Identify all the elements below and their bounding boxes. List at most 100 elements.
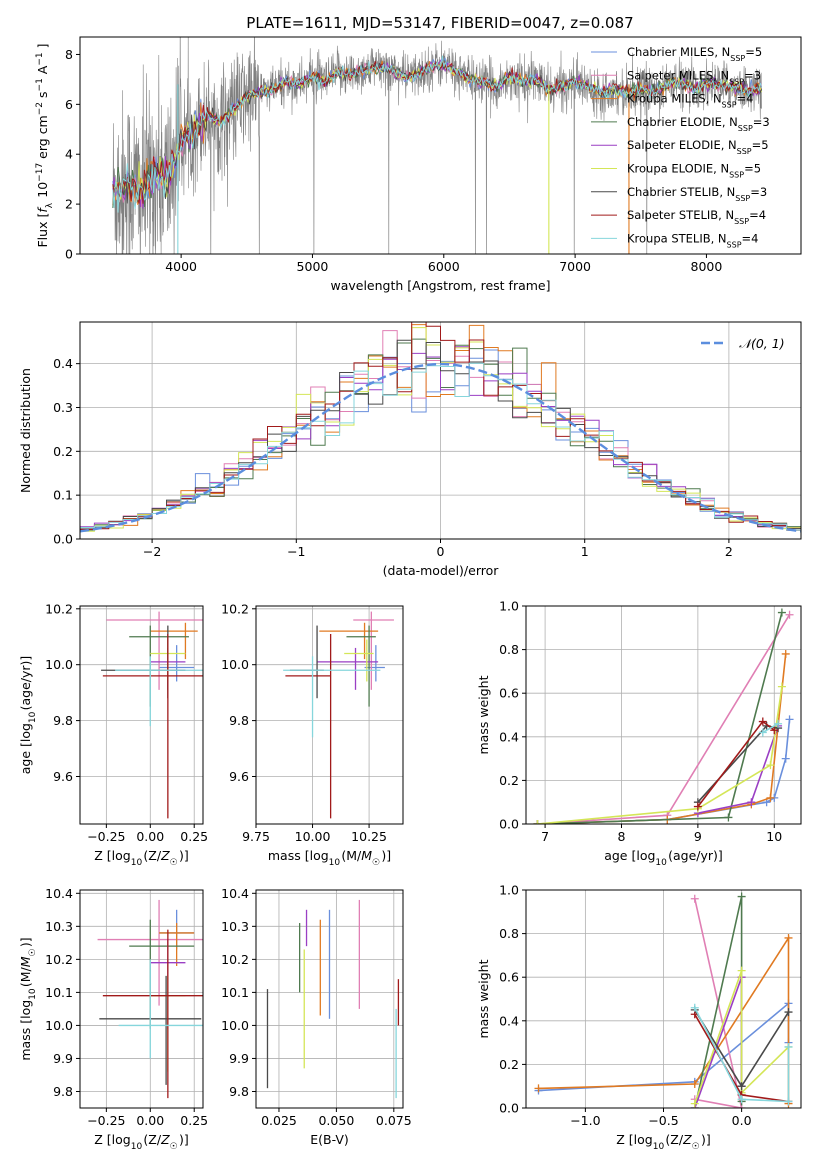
axes-frame [255, 889, 404, 1109]
y-tick-label: 10.0 [45, 657, 73, 672]
y-tick-label: 9.8 [53, 1084, 73, 1099]
weight-marker [758, 717, 767, 726]
x-tick-label: −2 [143, 544, 161, 559]
weight-marker [690, 1080, 699, 1089]
panel-weight-vs-age: 7 8 9 10 0.0 0.2 0.4 0.6 0.8 1.0 age [log10 (age/y… [476, 599, 802, 868]
x-tick-label: −0.5 [648, 1113, 678, 1128]
y-axis-label: mass [log10 (M/M☉ )] [18, 937, 38, 1060]
y-tick-label: 0.4 [499, 729, 519, 744]
plot-area-age-vs-Z [101, 611, 203, 819]
legend-label: Salpeter MILES, NSSP=3 [627, 68, 761, 86]
x-tick-label: 0.00 [136, 829, 164, 844]
x-tick-label: 10.25 [351, 829, 387, 844]
y-tick-label: 9.8 [229, 1084, 249, 1099]
x-tick-label: 9.75 [242, 829, 270, 844]
panel-spectrum: 4000 5000 6000 7000 8000 0 2 4 6 8 wavelength [Ang… [35, 36, 802, 293]
x-tick-label: 10 [766, 829, 782, 844]
weight-line-kroupa-stelib [694, 1007, 790, 1103]
weight-marker [758, 728, 767, 737]
axes-frame [79, 605, 204, 825]
x-tick-label: 0.25 [180, 1113, 208, 1128]
weight-line-salpeter-miles [694, 898, 743, 1108]
y-tick-label: 10.1 [45, 985, 73, 1000]
y-tick-label: 10.0 [45, 1018, 73, 1033]
y-axis-label: mass weight [476, 959, 491, 1038]
panel-age-vs-mass: 9.75 10.00 10.25 9.6 9.8 10.0 10.2 mass [log10 … [221, 601, 404, 868]
legend-label: Chabrier MILES, NSSP=5 [627, 45, 762, 63]
x-tick-label: 8 [618, 829, 626, 844]
weight-marker [737, 1095, 746, 1104]
weight-marker [781, 754, 790, 763]
x-axis-label: Z [log10 (Z/Z☉ )] [616, 1132, 711, 1152]
y-tick-label: 10.2 [45, 952, 73, 967]
y-tick-label: 6 [65, 97, 73, 112]
y-tick-label: 9.6 [229, 769, 249, 784]
y-tick-label: 10.3 [221, 919, 249, 934]
x-tick-label: 5000 [297, 259, 329, 274]
weight-marker [534, 1084, 543, 1093]
weight-marker [766, 793, 775, 802]
y-tick-label: 0 [65, 247, 73, 262]
weight-marker [777, 608, 786, 617]
x-tick-label: 0.050 [318, 1113, 354, 1128]
x-tick-label: 0 [437, 544, 445, 559]
y-tick-label: 10.4 [45, 886, 73, 901]
y-tick-label: 0.4 [499, 1013, 519, 1028]
y-tick-label: 9.8 [229, 713, 249, 728]
weight-marker [737, 966, 746, 975]
y-tick-label: 10.2 [221, 601, 249, 616]
legend-label: Salpeter ELODIE, NSSP=5 [627, 138, 769, 156]
legend-label-gauss: 𝒩(0, 1) [739, 336, 785, 351]
y-tick-label: 10.3 [45, 919, 73, 934]
weight-marker [693, 802, 702, 811]
y-tick-label: 10.2 [221, 952, 249, 967]
x-tick-label: 10.00 [295, 829, 331, 844]
y-axis-label: Normed distribution [18, 368, 33, 493]
y-tick-label: 0.4 [53, 356, 73, 371]
x-tick-label: 0.025 [261, 1113, 297, 1128]
y-tick-label: 10.0 [221, 657, 249, 672]
x-axis-label: age [log10 (age/yr)] [604, 848, 723, 868]
x-tick-label: 6000 [428, 259, 460, 274]
panel-weight-vs-Z: −1.0 −0.5 0.0 0.0 0.2 0.4 0.6 0.8 1.0 Z [log10 (Z… [476, 883, 802, 1152]
legend-label: Kroupa ELODIE, NSSP=5 [627, 162, 761, 180]
y-tick-label: 0.3 [53, 400, 73, 415]
y-axis-label: mass weight [476, 675, 491, 754]
legend-label: Kroupa STELIB, NSSP=4 [627, 231, 758, 249]
y-tick-label: 10.0 [221, 1018, 249, 1033]
weight-marker [781, 649, 790, 658]
panel-residuals: −2 −1 0 1 2 0.0 0.1 0.2 0.3 0.4 (data-model)/error… [18, 321, 802, 578]
weight-marker [690, 1099, 699, 1108]
x-tick-label: −0.25 [87, 1113, 125, 1128]
x-tick-label: 0.00 [136, 1113, 164, 1128]
y-axis-label: age [log10 (age/yr)] [18, 656, 38, 775]
y-tick-label: 10.2 [45, 601, 73, 616]
histogram-kroupa-stelib [80, 362, 801, 539]
plot-area-weight-vs-Z [534, 892, 793, 1108]
axes-frame [525, 605, 802, 825]
y-tick-label: 8 [65, 47, 73, 62]
histogram-salpeter-stelib [80, 322, 801, 539]
y-tick-label: 0.0 [53, 532, 73, 547]
plot-area-age-vs-mass [283, 611, 394, 819]
x-tick-label: 2 [725, 544, 733, 559]
x-axis-label: Z [log10 (Z/Z☉ )] [94, 848, 189, 868]
panel-age-vs-Z: −0.25 0.00 0.25 9.6 9.8 10.0 10.2 Z [log10 (Z/Z… [18, 601, 208, 868]
y-tick-label: 0.2 [53, 444, 73, 459]
weight-marker [766, 761, 775, 770]
x-tick-label: −1.0 [570, 1113, 600, 1128]
normal-distribution-curve [80, 362, 801, 533]
plot-area-weight-vs-age [533, 608, 794, 824]
legend-label: Chabrier ELODIE, NSSP=3 [627, 115, 770, 132]
x-tick-label: −1 [287, 544, 305, 559]
panel-mass-vs-Z: −0.25 0.00 0.25 9.8 9.9 10.0 10.1 10.2 10.3 10.4 Z… [18, 886, 208, 1152]
y-tick-label: 4 [65, 147, 73, 162]
x-tick-label: 0.25 [180, 829, 208, 844]
x-axis-label: (data-model)/error [383, 563, 500, 578]
legend-label: Salpeter STELIB, NSSP=4 [627, 208, 766, 226]
x-tick-label: 4000 [165, 259, 197, 274]
weight-marker [784, 1042, 793, 1051]
y-axis-label: Flux [fλ 10−17 erg cm−2 s−1 A−1 ] [35, 43, 55, 247]
weight-marker [777, 682, 786, 691]
